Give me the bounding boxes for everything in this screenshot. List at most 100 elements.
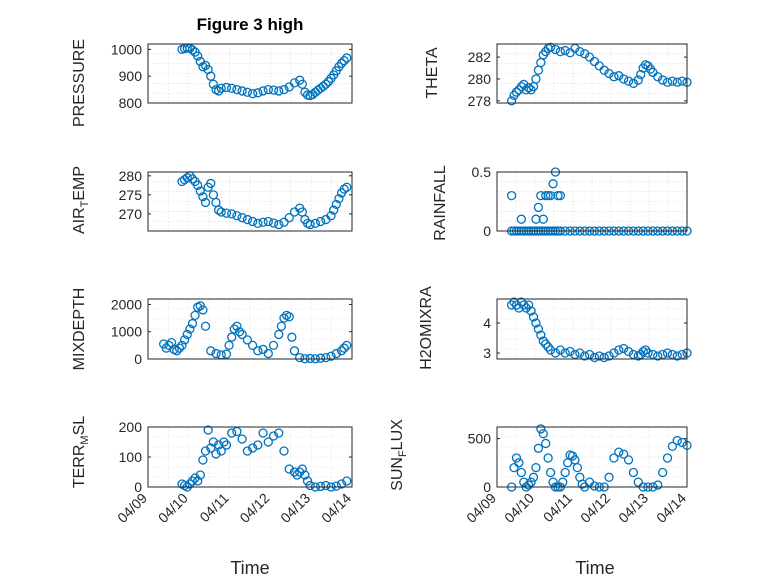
data-point xyxy=(555,46,565,57)
data-point xyxy=(305,219,315,230)
data-point xyxy=(572,462,583,473)
xtick-label: 04/13 xyxy=(277,490,313,526)
data-point xyxy=(331,199,341,210)
ylabel-air-temp: AIRTEMP xyxy=(71,166,91,234)
data-point xyxy=(326,211,336,221)
data-point xyxy=(284,312,294,322)
data-point xyxy=(667,349,678,360)
data-point xyxy=(526,477,536,487)
data-point xyxy=(516,467,527,478)
data-point xyxy=(274,428,284,438)
data-point xyxy=(541,190,551,201)
series-mixdepth xyxy=(159,301,352,364)
data-point xyxy=(193,476,203,486)
data-point xyxy=(274,329,284,340)
data-point xyxy=(619,74,629,84)
data-point xyxy=(253,88,263,98)
data-point xyxy=(533,443,544,453)
xlabel-left: Time xyxy=(230,558,269,578)
data-point xyxy=(208,190,219,200)
data-point xyxy=(533,65,544,75)
data-point xyxy=(339,55,349,66)
panel-h2omixra: H2OMIXRA 3 4 xyxy=(418,286,692,370)
data-point xyxy=(550,348,561,358)
ytick-label: 800 xyxy=(119,95,143,111)
data-point xyxy=(543,190,553,201)
data-point xyxy=(541,339,551,349)
data-point xyxy=(516,214,527,224)
data-point xyxy=(509,297,519,307)
data-point xyxy=(339,184,349,194)
data-point xyxy=(565,346,575,357)
data-point xyxy=(274,86,284,96)
data-point xyxy=(662,453,673,463)
xlabel-right: Time xyxy=(575,558,614,578)
data-point xyxy=(198,192,208,202)
data-point xyxy=(543,453,553,463)
data-point xyxy=(609,348,619,358)
data-point xyxy=(187,318,198,329)
data-point xyxy=(521,85,531,95)
data-point xyxy=(193,51,203,61)
data-point xyxy=(237,329,247,340)
data-point xyxy=(187,476,198,486)
data-point xyxy=(331,348,341,359)
data-point xyxy=(604,472,614,482)
data-point xyxy=(182,329,192,340)
data-point xyxy=(580,351,590,361)
data-point xyxy=(506,190,517,201)
ylabel-terr-msl: TERRMSL xyxy=(71,416,91,488)
ylabel-h2omixra: H2OMIXRA xyxy=(418,286,435,370)
data-point xyxy=(614,345,624,355)
data-point xyxy=(533,324,544,334)
data-point xyxy=(315,216,326,227)
data-point xyxy=(242,335,253,345)
data-point xyxy=(274,219,284,230)
ytick-label: 900 xyxy=(119,68,143,84)
data-point xyxy=(190,473,200,483)
data-point xyxy=(253,346,263,356)
data-point xyxy=(533,202,544,213)
data-point xyxy=(310,218,321,229)
data-point xyxy=(545,467,556,478)
xtick-label: 04/11 xyxy=(196,490,232,526)
data-point xyxy=(526,306,536,316)
ytick-label: 100 xyxy=(119,449,143,465)
data-point xyxy=(224,340,234,351)
ylabel-mixdepth: MIXDEPTH xyxy=(71,288,88,371)
data-point xyxy=(599,352,609,363)
data-point xyxy=(172,346,182,356)
xtick-label: 04/12 xyxy=(236,490,272,526)
data-point xyxy=(321,352,331,363)
data-point xyxy=(604,351,614,361)
axes-box xyxy=(147,171,353,232)
data-point xyxy=(221,82,232,93)
data-point xyxy=(268,218,279,228)
panel-pressure: PRESSURE 800 900 1000 xyxy=(71,39,353,127)
data-point xyxy=(315,481,326,492)
data-point xyxy=(305,480,315,491)
ytick-label: 1000 xyxy=(111,324,142,340)
data-point xyxy=(227,428,237,438)
data-point xyxy=(295,352,305,363)
data-point xyxy=(302,476,313,486)
xtick-label: 04/10 xyxy=(501,490,537,526)
data-point xyxy=(511,87,522,97)
data-point xyxy=(536,424,546,434)
data-point xyxy=(594,61,604,71)
data-point xyxy=(200,197,211,208)
data-point xyxy=(289,467,300,477)
data-point xyxy=(506,96,517,106)
data-point xyxy=(538,214,548,224)
data-point xyxy=(623,76,634,86)
data-point xyxy=(247,340,258,351)
xtick-label: 04/11 xyxy=(540,490,576,526)
data-point xyxy=(234,327,245,337)
data-point xyxy=(643,348,653,358)
axes-box xyxy=(496,171,688,232)
data-point xyxy=(208,437,219,447)
data-point xyxy=(229,324,239,334)
ytick-label: 278 xyxy=(468,93,492,109)
ytick-label: 280 xyxy=(468,71,492,87)
data-point xyxy=(342,182,352,192)
